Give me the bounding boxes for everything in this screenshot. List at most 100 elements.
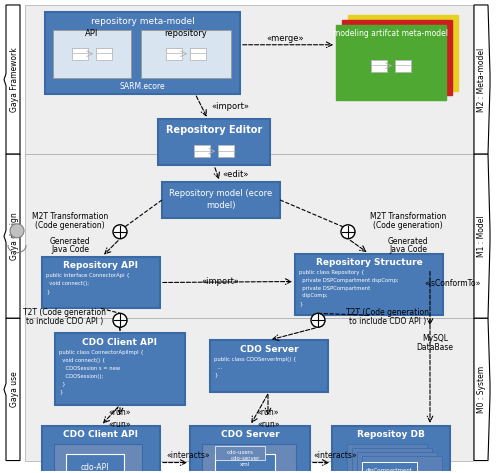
Text: }: } xyxy=(59,389,63,394)
Text: Repository Structure: Repository Structure xyxy=(316,258,422,267)
Bar xyxy=(55,333,185,405)
Bar xyxy=(362,462,417,473)
Text: Java Code: Java Code xyxy=(51,245,89,254)
Polygon shape xyxy=(4,318,20,461)
Text: «import»: «import» xyxy=(201,277,239,286)
Text: Generated: Generated xyxy=(50,237,90,246)
Bar xyxy=(54,444,142,473)
Text: to include CDO API ): to include CDO API ) xyxy=(349,317,427,326)
Bar xyxy=(25,154,473,318)
Text: void connect();: void connect(); xyxy=(46,281,89,286)
Text: Generated: Generated xyxy=(388,237,428,246)
Bar xyxy=(190,48,206,60)
Bar xyxy=(357,452,437,473)
Bar xyxy=(371,60,387,65)
Text: CDOSession s = new: CDOSession s = new xyxy=(59,366,120,370)
Text: repository: repository xyxy=(165,29,207,38)
Bar xyxy=(194,145,210,157)
Bar xyxy=(395,60,411,71)
Bar xyxy=(215,446,265,460)
Text: «edit»: «edit» xyxy=(223,170,249,179)
Circle shape xyxy=(10,224,24,238)
Bar xyxy=(141,30,231,78)
Text: void connect() {: void connect() { xyxy=(59,358,105,363)
Text: }: } xyxy=(59,381,66,386)
Bar xyxy=(348,15,458,90)
Text: CDO Client API: CDO Client API xyxy=(83,338,157,347)
Text: «run»: «run» xyxy=(258,420,280,429)
Text: public class Repository {: public class Repository { xyxy=(299,270,364,275)
Bar xyxy=(158,119,270,165)
Bar xyxy=(72,48,88,53)
Bar xyxy=(362,455,442,473)
Text: «interacts»: «interacts» xyxy=(166,451,210,460)
Bar xyxy=(218,145,234,157)
Bar xyxy=(342,20,452,96)
Bar xyxy=(190,426,310,473)
Text: dipCompartment: dipCompartment xyxy=(366,468,412,473)
Bar xyxy=(295,254,443,315)
Text: repository meta-model: repository meta-model xyxy=(91,18,194,26)
Text: Gaya use: Gaya use xyxy=(10,372,19,407)
Text: public class ConnectorApiImpl {: public class ConnectorApiImpl { xyxy=(59,350,144,355)
Bar xyxy=(218,145,234,150)
Text: M2T Transformation: M2T Transformation xyxy=(370,212,446,221)
Text: public interface ConnectorApi {: public interface ConnectorApi { xyxy=(46,273,130,278)
Bar xyxy=(96,48,112,53)
Text: modeling artifcat meta-model: modeling artifcat meta-model xyxy=(334,29,448,38)
Bar xyxy=(371,60,387,71)
Polygon shape xyxy=(474,318,490,461)
Bar xyxy=(25,5,473,154)
Text: «interacts»: «interacts» xyxy=(313,451,357,460)
Text: }: } xyxy=(299,301,303,306)
Circle shape xyxy=(113,225,127,239)
Circle shape xyxy=(341,225,355,239)
Circle shape xyxy=(311,313,325,327)
Bar xyxy=(66,454,124,473)
Bar xyxy=(166,48,182,53)
Text: model): model) xyxy=(206,201,236,210)
Text: Gaya design: Gaya design xyxy=(10,212,19,260)
Text: «run»: «run» xyxy=(109,408,131,417)
Bar xyxy=(166,48,182,60)
Text: CDO Server: CDO Server xyxy=(239,345,298,354)
Text: to include CDO API ): to include CDO API ) xyxy=(27,317,104,326)
Text: dipComp;: dipComp; xyxy=(299,293,328,298)
Text: CDOSession();: CDOSession(); xyxy=(59,374,103,378)
Text: CDO Client API: CDO Client API xyxy=(64,430,138,439)
Text: Repositoy DB: Repositoy DB xyxy=(357,430,425,439)
Text: «merge»: «merge» xyxy=(266,35,304,44)
Bar xyxy=(202,444,296,473)
Text: Gaya Framework: Gaya Framework xyxy=(10,47,19,112)
Bar xyxy=(215,454,275,473)
Text: «import»: «import» xyxy=(211,102,249,111)
Text: Repository model (ecore: Repository model (ecore xyxy=(169,190,273,199)
Text: }: } xyxy=(46,289,50,294)
Text: cdo-server
xml: cdo-server xml xyxy=(230,456,260,467)
Bar xyxy=(45,12,240,94)
Text: M1 : Model: M1 : Model xyxy=(477,215,486,257)
Text: SARM.ecore: SARM.ecore xyxy=(120,82,165,91)
Text: «isConformTo»: «isConformTo» xyxy=(425,279,481,288)
Text: public class CDOServerImpl() {: public class CDOServerImpl() { xyxy=(214,357,297,361)
Text: private DSPCompartment: private DSPCompartment xyxy=(299,286,370,291)
Polygon shape xyxy=(4,154,20,318)
Polygon shape xyxy=(474,154,490,318)
Bar xyxy=(42,426,160,473)
Text: T2T (Code generation: T2T (Code generation xyxy=(347,308,429,317)
Text: «run»: «run» xyxy=(109,420,131,429)
Bar xyxy=(42,257,160,308)
Text: MySQL: MySQL xyxy=(422,334,448,343)
Text: cdo-API: cdo-API xyxy=(81,463,109,472)
Text: Java Code: Java Code xyxy=(389,245,427,254)
Text: M2T Transformation: M2T Transformation xyxy=(32,212,108,221)
Text: «run»: «run» xyxy=(257,408,279,417)
Text: API: API xyxy=(85,29,99,38)
Bar xyxy=(352,447,432,473)
Text: ...: ... xyxy=(214,365,222,369)
Text: cdo-users: cdo-users xyxy=(226,450,254,455)
Text: Repository API: Repository API xyxy=(64,261,138,270)
Bar xyxy=(96,48,112,60)
Bar xyxy=(347,444,427,473)
Text: (Code generation): (Code generation) xyxy=(35,221,105,230)
